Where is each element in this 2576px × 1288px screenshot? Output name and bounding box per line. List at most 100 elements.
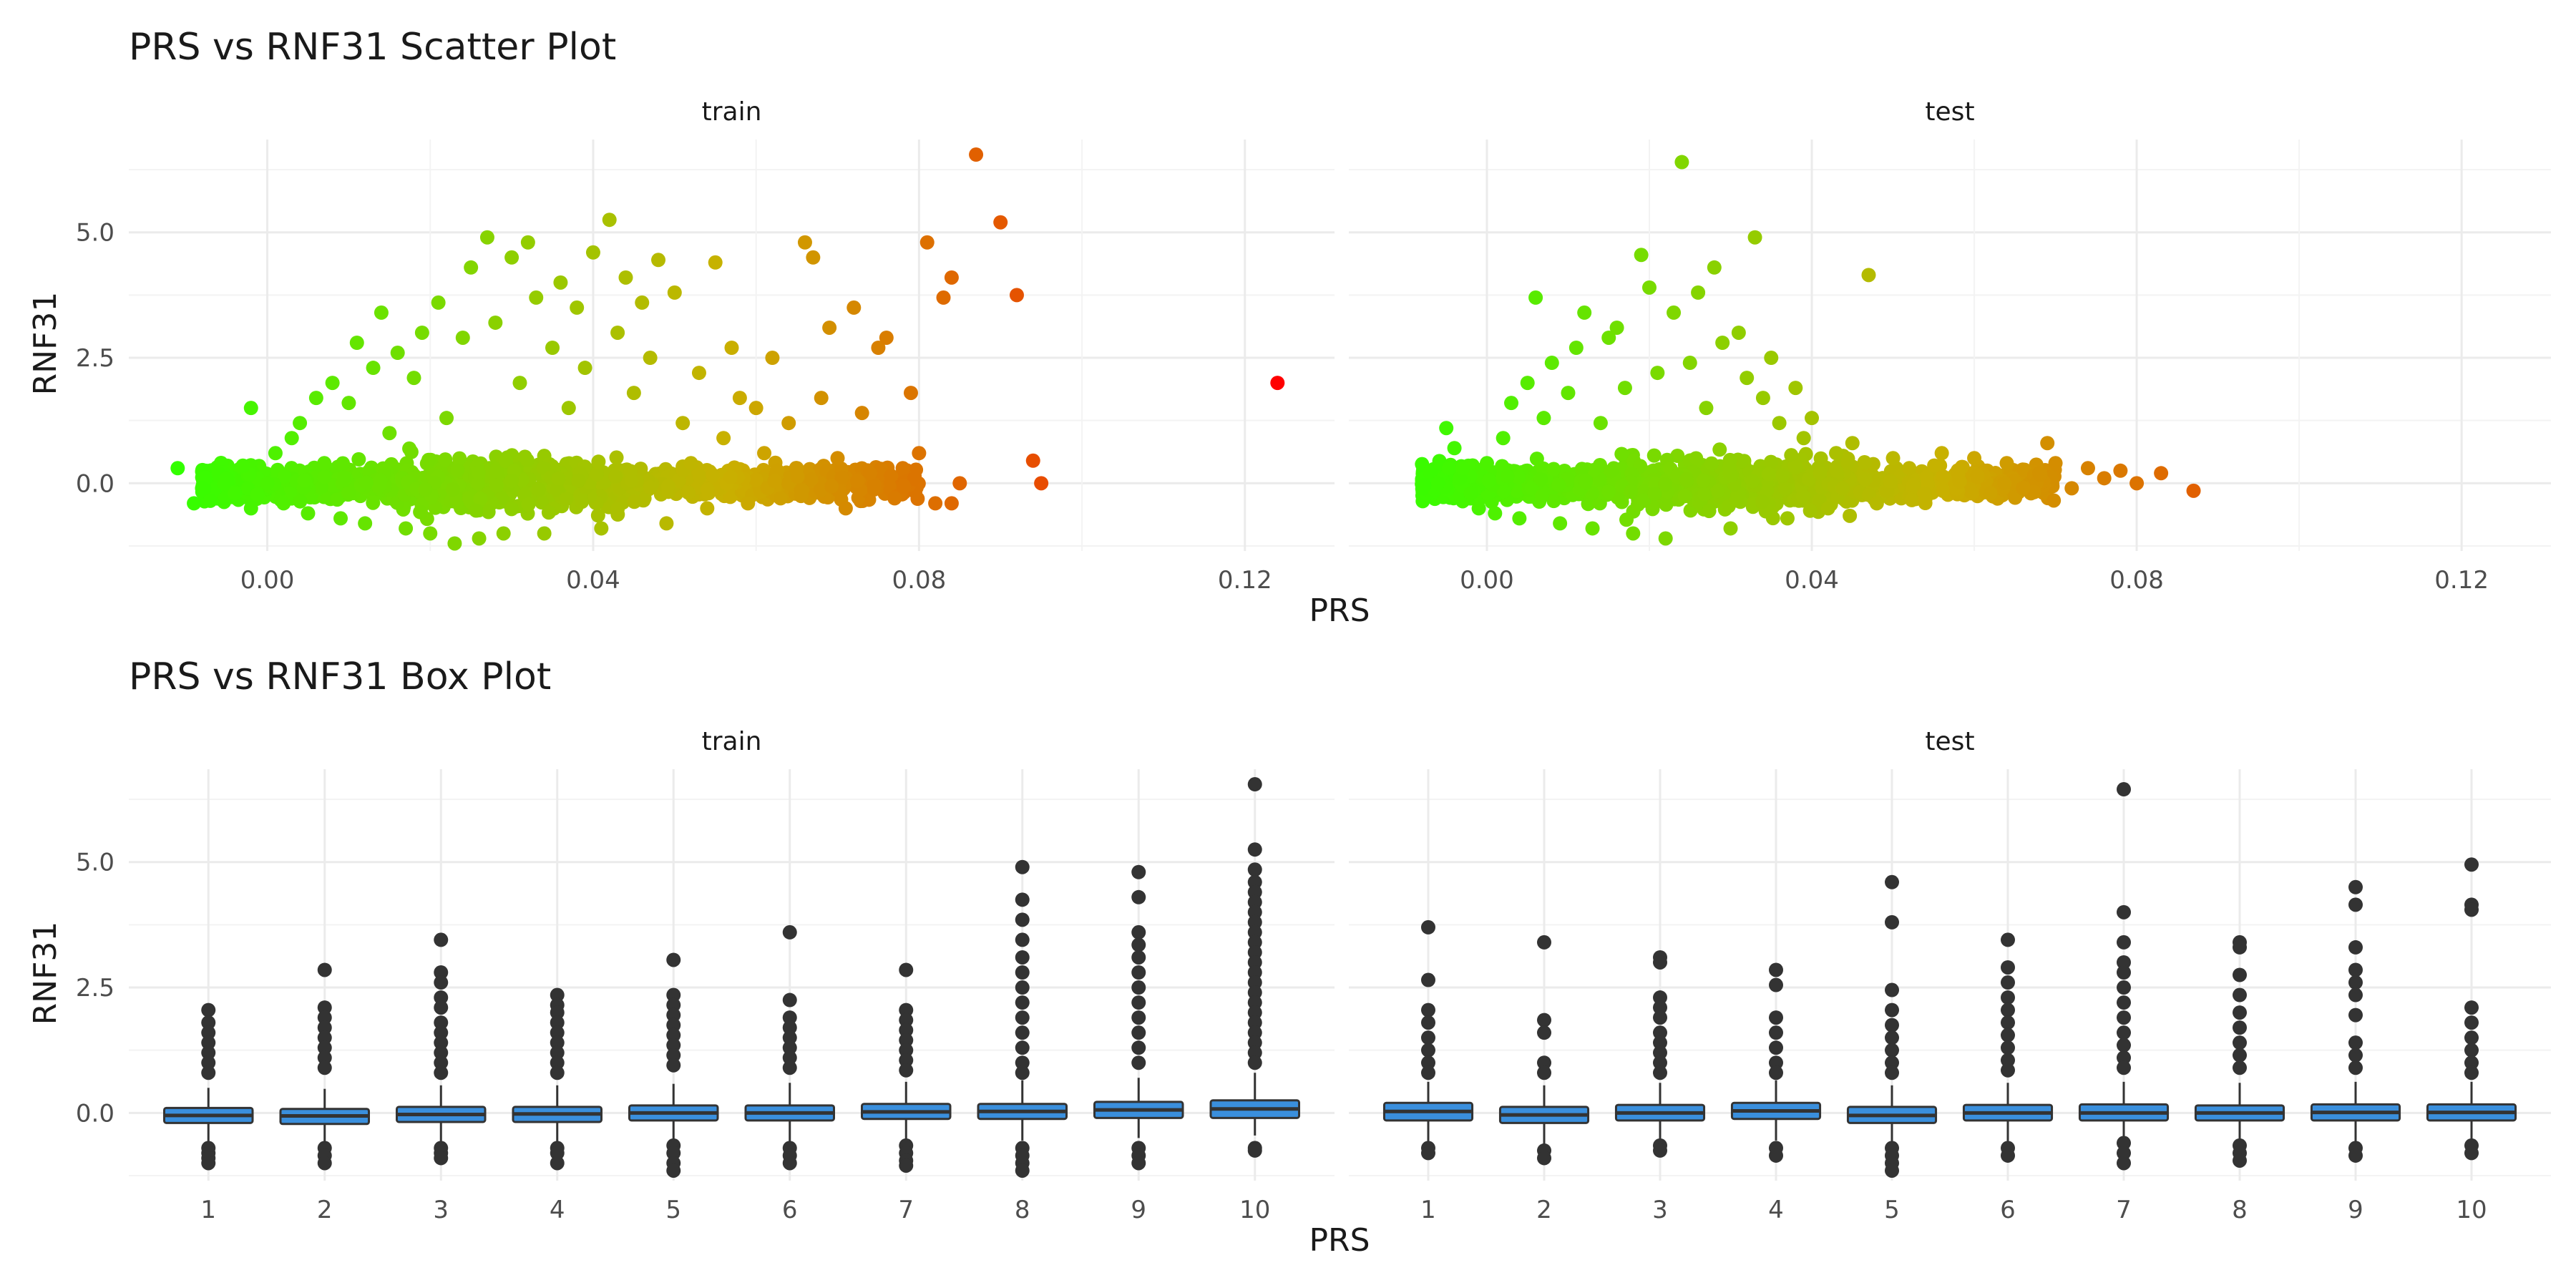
scatter-point [2129, 476, 2145, 491]
box-outlier-point [1421, 1146, 1435, 1161]
scatter-point [243, 401, 258, 416]
scatter-point [520, 235, 535, 250]
box-outlier-point [1769, 1025, 1783, 1040]
box-outlier-point [201, 1156, 216, 1171]
scatter-point [203, 493, 218, 508]
scatter-cloud-point [438, 452, 453, 467]
box-outlier-point [2117, 1050, 2131, 1065]
scatter-point [757, 446, 772, 461]
scatter-cloud-point [1777, 482, 1792, 497]
scatter-point [854, 406, 869, 421]
box-outlier-point [2348, 897, 2363, 912]
scatter-cloud-point [1496, 484, 1511, 499]
scatter-cloud-point [336, 456, 351, 471]
box-outlier-point [1885, 1043, 1899, 1058]
scatter-point [716, 431, 731, 446]
box-outlier-point [666, 1038, 681, 1053]
box-outlier-point [1885, 1065, 1899, 1080]
box-outlier-point [1537, 1065, 1551, 1080]
box-outlier-point [1131, 889, 1146, 904]
scatter-point [2154, 466, 2169, 481]
scatter-cloud-point [610, 502, 625, 517]
box-outlier-point [2117, 1038, 2131, 1053]
box-outlier-point [2117, 1156, 2131, 1171]
box-outlier-point [2233, 1020, 2247, 1035]
scatter-point [1463, 486, 1478, 501]
scatter-point [594, 521, 609, 536]
box-outlier-point [1247, 995, 1262, 1010]
scatter-cloud-point [330, 492, 345, 507]
box-outlier-point [1653, 1045, 1667, 1060]
box-outlier-point [2233, 987, 2247, 1002]
box-outlier-point [434, 1055, 449, 1070]
scatter-cloud-point [1857, 454, 1872, 469]
scatter-point [358, 516, 373, 531]
box-outlier-point [1653, 1010, 1667, 1025]
scatter-point [1512, 511, 1527, 526]
box-outlier-point [1015, 995, 1030, 1010]
scatter-point [944, 496, 959, 511]
scatter-point [1788, 381, 1803, 396]
box-outlier-point [201, 1055, 216, 1070]
box-outlier-point [2464, 857, 2479, 872]
scatter-cloud-point [2026, 484, 2041, 499]
scatter-point [488, 315, 503, 330]
scatter-y-axis-title: RNF31 [27, 292, 64, 396]
scatter-point [806, 250, 821, 265]
box-outlier-point [550, 1025, 565, 1040]
box-x-tick-label: 9 [1131, 1196, 1146, 1224]
scatter-cloud-point [541, 505, 556, 520]
box-outlier-point [2233, 1048, 2247, 1063]
box-outlier-point [2464, 1000, 2479, 1015]
scatter-cloud-point [2046, 493, 2062, 508]
scatter-point [1504, 396, 1519, 411]
scatter-cloud-point [1729, 493, 1744, 508]
box-outlier-point [2348, 962, 2363, 977]
box-outlier-point [2117, 980, 2131, 995]
box-x-tick-label: 7 [898, 1196, 914, 1224]
scatter-cloud-point [1755, 494, 1770, 509]
scatter-cloud-point [624, 473, 639, 488]
scatter-point [2048, 456, 2063, 471]
box-outlier-point [2001, 932, 2015, 947]
box-outlier-point [1537, 1013, 1551, 1028]
scatter-point [341, 396, 356, 411]
scatter-x-tick-label: 0.04 [566, 566, 620, 595]
scatter-cloud-point [1858, 472, 1873, 487]
scatter-point [585, 245, 600, 260]
scatter-point [260, 476, 275, 491]
scatter-y-tick-label: 0.0 [76, 469, 114, 498]
scatter-point [1682, 356, 1697, 371]
scatter-point [1536, 411, 1551, 426]
box-outlier-point [434, 965, 449, 980]
scatter-point [414, 325, 429, 340]
scatter-point [2080, 461, 2095, 476]
box-outlier-point [1247, 955, 1262, 970]
box-outlier-point [1247, 1045, 1262, 1060]
scatter-point [1829, 446, 1844, 461]
box-x-tick-label: 8 [2232, 1196, 2248, 1224]
box-outlier-point [1653, 1065, 1667, 1080]
scatter-point [1544, 356, 1559, 371]
box-outlier-point [1131, 1025, 1146, 1040]
scatter-cloud-point [1647, 487, 1662, 502]
scatter-point [228, 486, 243, 501]
scatter-facet-strip-label: train [702, 97, 762, 127]
scatter-point [610, 325, 625, 340]
box-outlier-point [782, 1040, 797, 1055]
scatter-cloud-point [723, 489, 738, 504]
box-outlier-point [1247, 935, 1262, 950]
scatter-point [1520, 376, 1535, 391]
scatter-point [1561, 386, 1576, 401]
scatter-cloud-point [824, 479, 839, 494]
box-outlier-point [899, 1053, 914, 1068]
scatter-point [626, 386, 641, 401]
box-outlier-point [2001, 960, 2015, 975]
box-outlier-point [201, 1015, 216, 1030]
scatter-cloud-point [471, 465, 486, 480]
box-outlier-point [1769, 1010, 1783, 1025]
scatter-point [366, 361, 381, 376]
box-outlier-point [1885, 1055, 1899, 1070]
scatter-point [399, 521, 414, 536]
scatter-cloud-point [418, 482, 433, 497]
